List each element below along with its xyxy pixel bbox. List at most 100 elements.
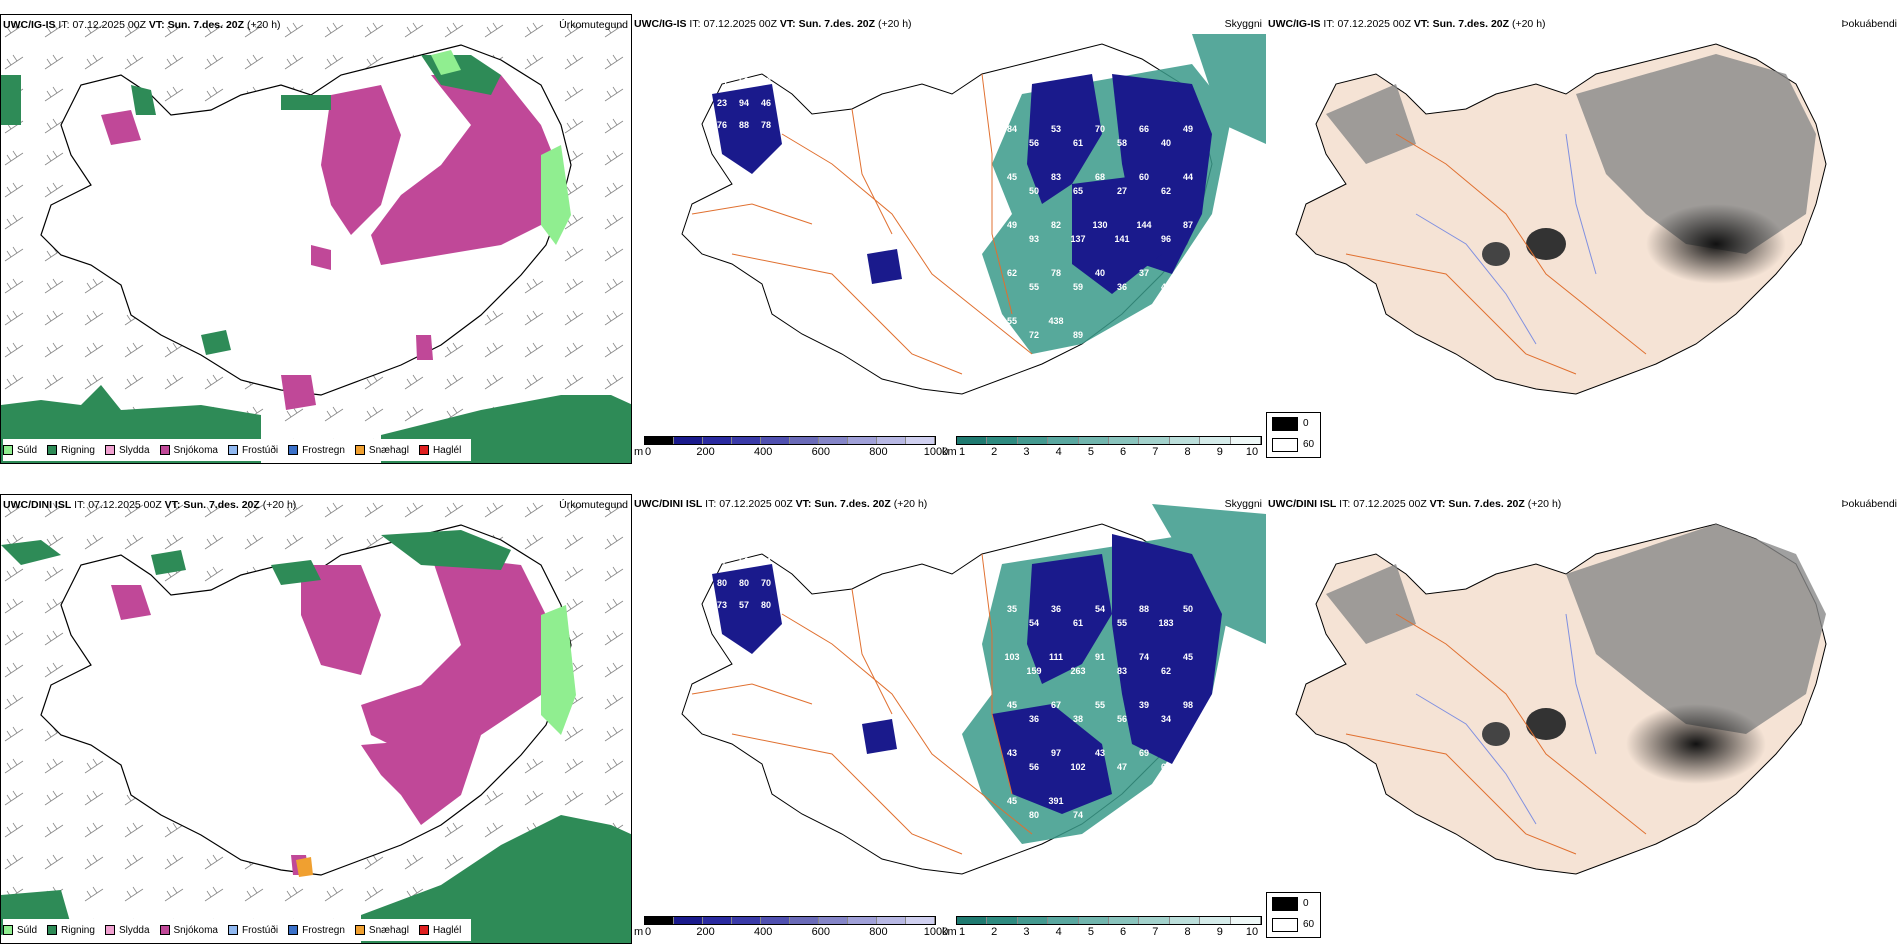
visibility-value-label: 159 (1026, 666, 1041, 676)
visibility-value-label: 45 (1007, 172, 1017, 182)
it-value: 07.12.2025 00Z (1337, 18, 1411, 30)
vt-value: Sun. 7.des. 20Z (1448, 498, 1525, 510)
fog-legend-low: 0 (1303, 898, 1309, 909)
visibility-value-label: 70 (1095, 124, 1105, 134)
visibility-value-label: 44 (1183, 172, 1193, 182)
vis-scale-km-unit: km (942, 446, 957, 458)
precip-type-map-dini (1, 495, 631, 943)
visibility-value-label: 111 (1049, 652, 1063, 662)
visibility-value-label: 55 (1117, 618, 1127, 628)
visibility-value-label: 55 (1095, 700, 1105, 710)
visibility-value-label: 39 (1139, 700, 1149, 710)
legend-label: Haglél (432, 444, 462, 456)
model-name: UWC/IG-IS (634, 18, 687, 30)
legend-swatch (47, 925, 58, 935)
visibility-value-label: 67 (1051, 700, 1061, 710)
visibility-value-label: 102 (1070, 762, 1085, 772)
legend-label: Snjókoma (173, 444, 218, 456)
visibility-value-label: 53 (1051, 124, 1061, 134)
visibility-value-label: 54 (1095, 604, 1105, 614)
visibility-value-label: 55 (1029, 282, 1039, 292)
legend-label: Snæhagl (368, 444, 409, 456)
visibility-value-label: 263 (1070, 666, 1085, 676)
visibility-panel-dini: 67 50 64 80 80 70 73 57 80 35 54 36 61 54 55 88 183 50 103… (632, 494, 1266, 944)
legend-item-3: Snjókoma (159, 924, 218, 936)
scale-tick: 4 (1055, 446, 1062, 458)
legend-label: Súld (17, 924, 38, 936)
panel-title-precip: Úrkomutegund (559, 499, 628, 511)
visibility-value-label: 74 (1073, 810, 1083, 820)
precip-legend: Súld Rigning Slydda Snjókoma Frostúði Frostre… (3, 439, 472, 461)
fog-swatch-low (1272, 897, 1298, 911)
scale-tick: 600 (811, 926, 830, 938)
scale-tick: 2 (991, 446, 998, 458)
visibility-value-label: 60 (1139, 172, 1149, 182)
legend-swatch (354, 925, 365, 935)
scale-tick: 4 (1055, 926, 1062, 938)
legend-label: Súld (17, 444, 38, 456)
visibility-value-label: 36 (1051, 604, 1061, 614)
fog-swatch-low (1272, 417, 1298, 431)
it-value: 07.12.2025 00Z (72, 19, 146, 31)
legend-label: Rigning (61, 444, 95, 456)
scale-tick: 200 (696, 926, 715, 938)
panel-title-precip: Úrkomutegund (559, 19, 628, 31)
visibility-value-label: 96 (1161, 234, 1171, 244)
legend-swatch (47, 445, 58, 455)
vt-label: VT: (795, 498, 812, 510)
legend-swatch (354, 445, 365, 455)
visibility-value-label: 57 (739, 600, 749, 610)
legend-item-5: Frostregn (288, 445, 345, 456)
legend-item-1: Rigning (47, 925, 95, 936)
legend-swatch (159, 925, 170, 935)
visibility-value-label: 98 (1183, 700, 1193, 710)
visibility-value-label: 58 (761, 76, 771, 86)
visibility-map-ig: 94 59 58 23 94 46 76 88 78 84 56 53 61 70 58 66 40 49 45 50… (681, 34, 1266, 395)
visibility-value-label: 116 (1181, 268, 1196, 278)
visibility-value-label: 36 (1029, 714, 1039, 724)
model-name: UWC/IG-IS (3, 19, 56, 31)
visibility-value-label: 45 (1183, 652, 1193, 662)
visibility-value-label: 35 (1007, 604, 1017, 614)
legend-item-7: Haglél (418, 925, 461, 936)
legend-item-7: Haglél (418, 444, 462, 456)
visibility-value-label: 62 (1161, 666, 1171, 676)
visibility-value-label: 83 (1117, 666, 1127, 676)
fog-panel-ig: UWC/IG-IS IT: 07.12.2025 00Z VT: Sun. 7.… (1266, 14, 1900, 464)
visibility-value-label: 74 (1139, 652, 1149, 662)
visibility-value-label: 47 (1117, 762, 1127, 772)
visibility-value-label: 144 (1136, 220, 1151, 230)
scale-tick: 1000 (923, 926, 949, 938)
visibility-value-label: 73 (717, 600, 727, 610)
visibility-value-label: 66 (1139, 124, 1149, 134)
visibility-value-label: 83 (1051, 172, 1061, 182)
visibility-value-label: 97 (1051, 748, 1061, 758)
visibility-map-dini: 67 50 64 80 80 70 73 57 80 35 54 36 61 54 55 88 183 50 103… (681, 504, 1266, 875)
it-label: IT: (689, 18, 701, 30)
legend-label: Frostúði (241, 444, 279, 456)
visibility-value-label: 87 (1183, 220, 1193, 230)
visibility-value-label: 94 (717, 76, 727, 86)
vt-value: Sun. 7.des. 20Z (183, 499, 260, 511)
scale-tick: 10 (1245, 446, 1259, 458)
panel-title-visibility: Skyggni (1224, 18, 1262, 30)
vt-value: Sun. 7.des. 20Z (1432, 18, 1510, 30)
visibility-value-label: 94 (739, 98, 749, 108)
fog-map-dini (1295, 523, 1827, 875)
legend-label: Snjókoma (173, 924, 218, 936)
scale-tick: 10 (1245, 926, 1259, 938)
it-label: IT: (1323, 18, 1335, 30)
visibility-value-label: 50 (1183, 604, 1193, 614)
scale-tick: 1 (958, 446, 966, 458)
visibility-value-label: 93 (1029, 234, 1039, 244)
legend-item-6: Snæhagl (354, 444, 409, 456)
legend-swatch (288, 445, 299, 455)
scale-tick: 600 (811, 446, 830, 458)
vis-scale-m-unit: m (634, 926, 644, 938)
visibility-value-label: 61 (1073, 138, 1083, 148)
visibility-value-label: 59 (739, 76, 749, 86)
visibility-value-label: 40 (1095, 268, 1105, 278)
visibility-value-label: 37 (1139, 268, 1149, 278)
visibility-value-label: 40 (1161, 138, 1171, 148)
legend-swatch (227, 445, 238, 455)
